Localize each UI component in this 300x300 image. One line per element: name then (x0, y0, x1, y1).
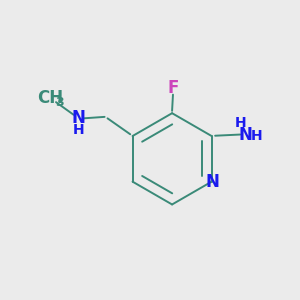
Text: H: H (73, 122, 85, 136)
Text: CH: CH (37, 89, 63, 107)
Text: F: F (167, 79, 179, 97)
Text: N: N (238, 125, 252, 143)
Text: N: N (205, 173, 219, 191)
Text: N: N (71, 109, 85, 127)
Text: H: H (234, 116, 246, 130)
Text: 3: 3 (55, 96, 64, 109)
Text: H: H (251, 129, 262, 143)
